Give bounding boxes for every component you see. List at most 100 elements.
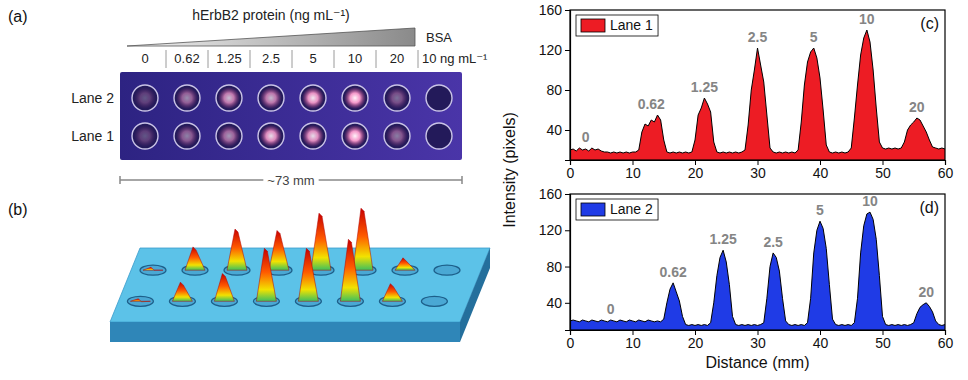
column-label: 5 [309,51,316,66]
x-tick: 60 [938,160,954,181]
x-tick-label: 50 [875,165,891,181]
legend-box [576,15,658,36]
y-axis-line [565,195,571,331]
column-divider [418,50,419,68]
well [300,123,326,149]
y-tick: 160 [539,186,570,202]
x-tick-label: 60 [938,165,954,181]
column-divider [334,50,335,68]
surface-well [127,296,153,306]
strip-photo-panel: (a)hErbB2 protein (ng mL⁻¹)00.621.252.55… [8,7,488,189]
control-label: BSA [426,30,452,45]
x-tick: 0 [567,160,575,181]
column-divider [376,50,377,68]
x-tick: 50 [875,330,891,351]
peak-label: 1.25 [691,79,718,95]
y-tick-label: 120 [539,222,563,238]
y-tick-mark [565,90,570,91]
surface-well [140,265,166,275]
y-tick-label: 160 [539,186,563,202]
surface-peak [382,284,402,302]
legend: Lane 1 [576,15,658,36]
well [216,123,242,149]
y-axis: 4080120160 [539,2,571,161]
y-tick: 40 [546,122,570,138]
surface-well [434,265,460,275]
y-tick-label: 80 [546,82,562,98]
y-tick-label: 160 [539,2,563,18]
strip-title: hErbB2 protein (ng mL⁻¹) [192,7,350,23]
y-tick-label: 80 [546,259,562,275]
x-tick: 30 [750,160,766,181]
column-divider [208,50,209,68]
x-tick-label: 20 [688,335,704,351]
surface-peak [227,229,247,270]
legend: Lane 2 [576,199,658,220]
legend-swatch [581,19,605,32]
well-glow [260,125,282,147]
x-tick-label: 50 [875,335,891,351]
x-tick: 10 [625,330,641,351]
well [258,123,284,149]
surface-peak [340,239,360,301]
lane-label: Lane 2 [71,90,114,106]
y-tick-mark [565,130,570,131]
legend-box [576,199,658,220]
panel-label: (b) [8,201,28,218]
well-glow [134,125,156,147]
peak-label: 0 [607,301,615,317]
x-tick: 0 [567,330,575,351]
profile-area [570,212,945,330]
x-tick: 40 [813,330,829,351]
well-glow [176,125,198,147]
y-tick: 80 [546,82,570,98]
well [342,85,368,111]
y-tick-mark [565,267,570,268]
column-divider [166,50,167,68]
surface-peak [130,299,150,302]
peak-label: 0.62 [638,96,665,112]
well-glow [302,87,324,109]
well-glow [134,87,156,109]
surface-peak [311,213,331,270]
legend-swatch [581,203,605,216]
peak-label: 1.25 [710,231,737,247]
x-tick: 20 [688,330,704,351]
scale-bar-label: ~73 mm [267,173,314,188]
peak-label: 0 [582,129,590,145]
column-label: 10 [348,51,362,66]
scale-bar-end [461,176,463,184]
plot-frame [570,194,945,330]
plot-area [570,212,945,330]
peak-label: 20 [918,284,934,300]
x-tick-label: 0 [567,165,575,181]
figure: 0102030405060408012016000.621.252.551020… [0,0,968,380]
x-axis: 0 10 20 30 40 50 60 [567,330,954,351]
column-label: 20 [390,51,404,66]
x-tick-label: 60 [938,335,954,351]
chart-panel: 0102030405060408012016000.621.252.551020… [539,186,954,371]
y-tick: 80 [546,259,570,275]
panel-label: (d) [919,199,939,216]
y-tick: 160 [539,2,570,18]
y-axis: 4080120160 [539,186,571,331]
peak-label: 2.5 [763,234,783,250]
x-tick-label: 10 [625,335,641,351]
well-glow [344,87,366,109]
x-tick-label: 40 [813,335,829,351]
concentration-wedge [127,28,415,46]
well [426,85,452,111]
well-glow [302,125,324,147]
well-glow [344,125,366,147]
column-label: 0 [141,51,148,66]
x-tick-label: 30 [750,335,766,351]
x-tick: 10 [625,160,641,181]
x-tick-label: 0 [567,335,575,351]
y-tick-label: 40 [546,122,562,138]
peak-label: 2.5 [748,29,768,45]
peak-label: 10 [859,11,875,27]
well [216,85,242,111]
profile-line [570,30,945,153]
well [342,123,368,149]
well [426,123,452,149]
